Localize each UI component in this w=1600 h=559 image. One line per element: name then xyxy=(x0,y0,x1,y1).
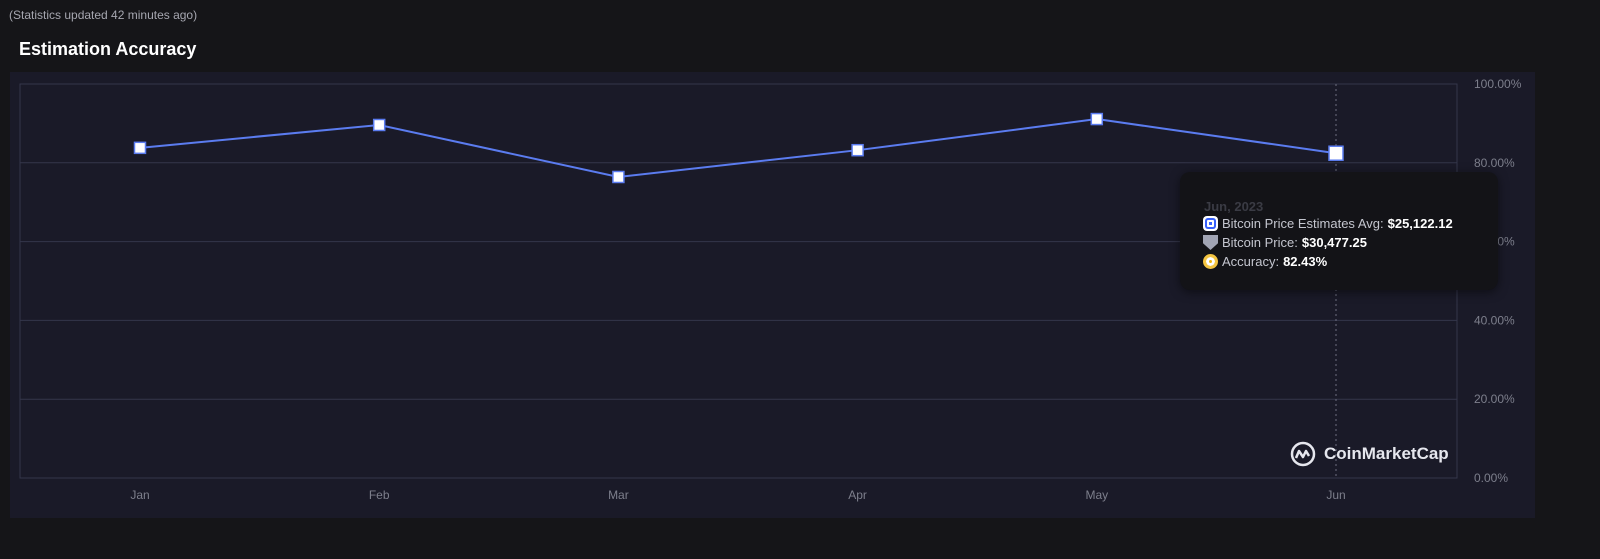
x-tick-label: Mar xyxy=(608,488,629,502)
series-line xyxy=(139,118,1337,178)
statistics-updated-text: (Statistics updated 42 minutes ago) xyxy=(9,8,198,22)
y-tick-label: 20.00% xyxy=(1474,392,1515,406)
x-tick-label: Jan xyxy=(130,488,149,502)
tooltip-value: $25,122.12 xyxy=(1387,216,1453,231)
data-point xyxy=(851,143,864,157)
x-tick-label: May xyxy=(1085,488,1108,502)
x-tick-label: Apr xyxy=(848,488,867,502)
coinmarketcap-watermark: CoinMarketCap xyxy=(1290,441,1449,467)
tooltip-label: Bitcoin Price Estimates Avg: xyxy=(1222,216,1384,231)
tooltip-row-estimate: Bitcoin Price Estimates Avg: $25,122.12 xyxy=(1203,216,1453,231)
chart-title: Estimation Accuracy xyxy=(19,39,197,59)
tooltip-value: 82.43% xyxy=(1283,254,1328,269)
y-tick-label: 0.00% xyxy=(1474,471,1508,485)
y-tick-label: 100.00% xyxy=(1474,77,1522,91)
data-point xyxy=(133,141,147,155)
tooltip-value: $30,477.25 xyxy=(1301,235,1367,250)
data-point xyxy=(1328,145,1344,161)
tooltip-date: Jun, 2023 xyxy=(1204,199,1264,214)
chart-tooltip: Jun, 2023 Bitcoin Price Estimates Avg: $… xyxy=(1180,172,1498,290)
tooltip-label: Accuracy: xyxy=(1222,254,1280,269)
data-point xyxy=(1090,112,1104,126)
x-tick-label: Jun xyxy=(1326,488,1345,502)
data-point xyxy=(372,118,386,132)
tooltip-row-accuracy: Accuracy: 82.43% xyxy=(1203,254,1327,269)
tooltip-label: Bitcoin Price: xyxy=(1222,235,1298,250)
blue-square-icon xyxy=(1203,216,1218,231)
coinmarketcap-logo-icon xyxy=(1290,441,1316,467)
x-tick-label: Feb xyxy=(369,488,390,502)
watermark-text: CoinMarketCap xyxy=(1324,444,1449,463)
gray-shield-icon xyxy=(1203,235,1218,250)
y-tick-label: 80.00% xyxy=(1474,156,1515,170)
data-point xyxy=(612,170,625,184)
y-tick-label: 40.00% xyxy=(1474,313,1515,327)
tooltip-row-price: Bitcoin Price: $30,477.25 xyxy=(1203,235,1367,250)
gold-coin-icon xyxy=(1203,254,1218,269)
